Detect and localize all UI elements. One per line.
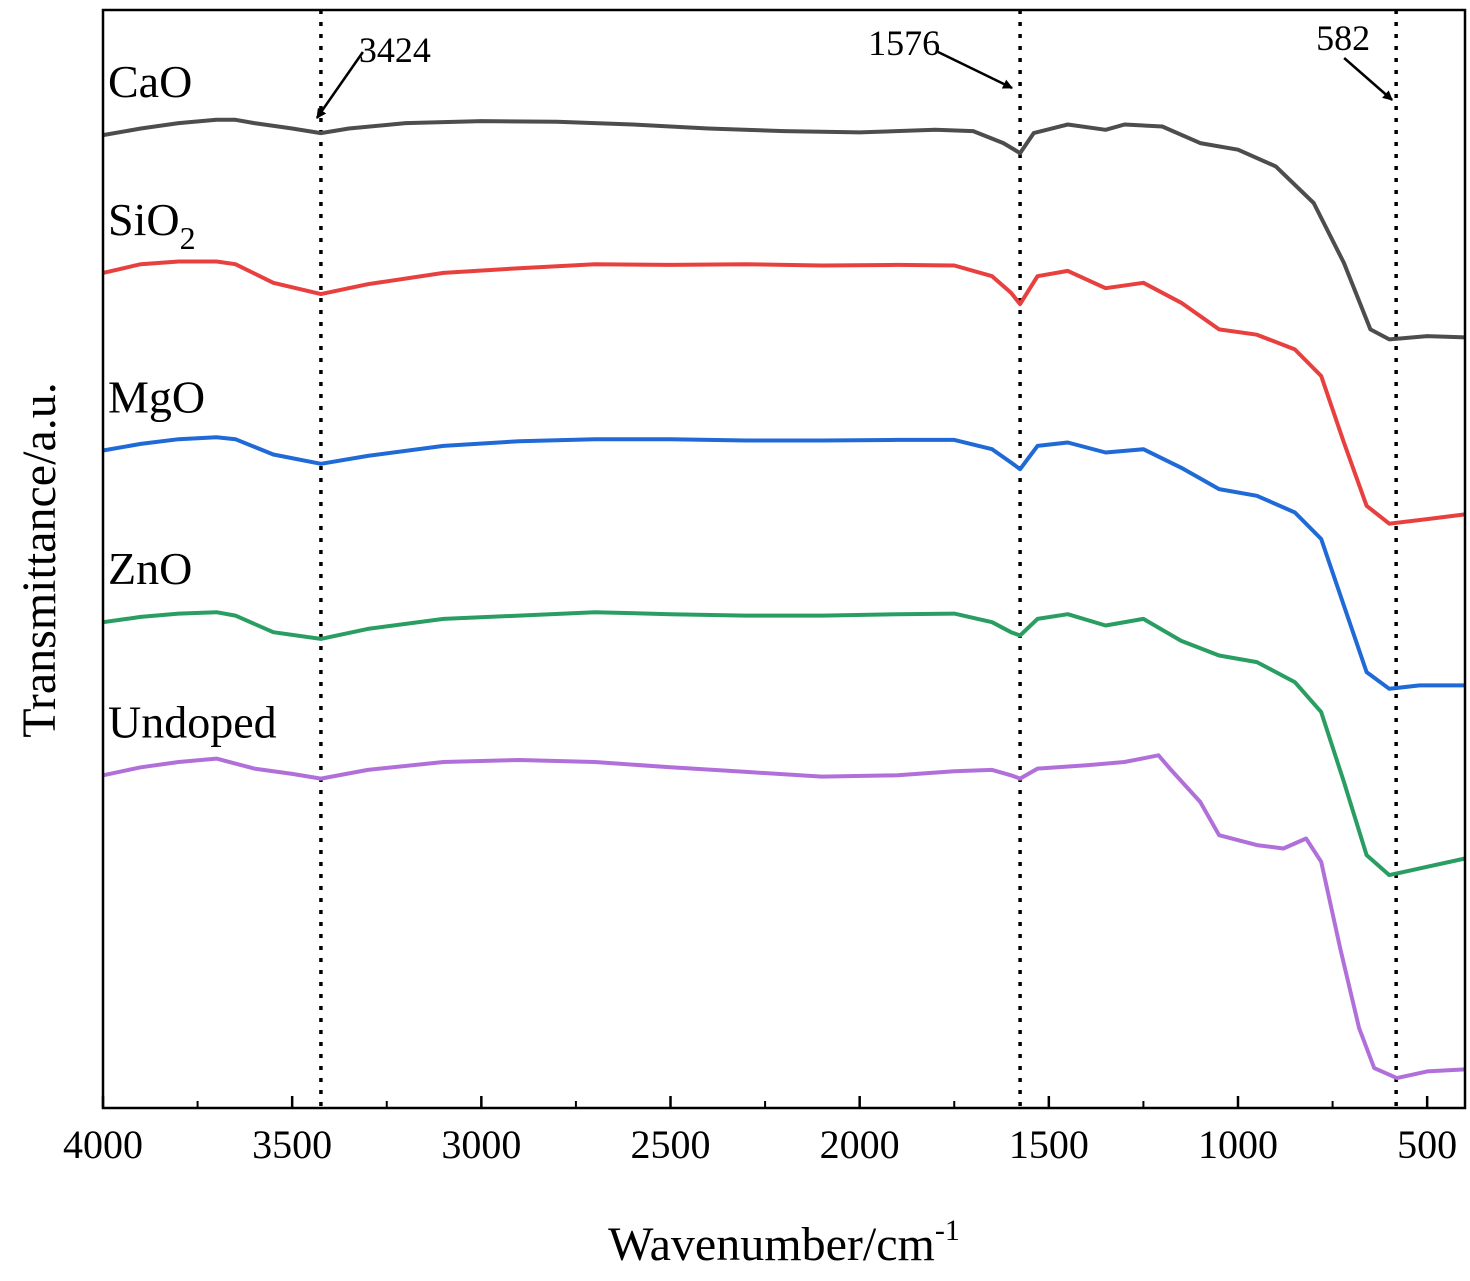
series-label-text: Undoped <box>108 696 277 747</box>
series-label-text: SiO <box>108 194 180 245</box>
plot-frame <box>101 8 1467 1110</box>
series-label-sio2: SiO2 <box>108 194 196 256</box>
series-label-text: MgO <box>108 372 205 423</box>
x-axis-label-superscript: -1 <box>935 1214 960 1247</box>
y-axis-label: Transmittance/a.u. <box>13 382 66 738</box>
x-axis-label-text: Wavenumber/cm <box>608 1218 935 1271</box>
series-label-mgo: MgO <box>108 372 205 423</box>
series-line-cao <box>102 117 1466 342</box>
annotation-arrow-3424 <box>315 51 364 119</box>
x-tick-label-4000: 4000 <box>63 1122 143 1167</box>
x-tick-label-2000: 2000 <box>820 1122 900 1167</box>
series-layer <box>102 117 1466 1081</box>
peak-annotations: 3424 1576 582 <box>315 10 1398 1108</box>
x-tick-label-1000: 1000 <box>1198 1122 1278 1167</box>
x-tick-label-500: 500 <box>1397 1122 1457 1167</box>
x-tick-label-3500: 3500 <box>252 1122 332 1167</box>
annotation-arrow-582 <box>1343 57 1393 101</box>
x-tick-label-1500: 1500 <box>1009 1122 1089 1167</box>
series-line-sio2 <box>102 259 1466 526</box>
annotation-label-3424: 3424 <box>359 30 431 70</box>
x-tick-label-2500: 2500 <box>631 1122 711 1167</box>
series-labels: CaO SiO2 MgO ZnO Undoped <box>108 56 277 747</box>
series-label-undoped: Undoped <box>108 696 277 747</box>
series-label-text: ZnO <box>108 543 192 594</box>
x-axis-label: Wavenumber/cm-1 <box>608 1214 960 1271</box>
x-tick-label-3000: 3000 <box>441 1122 521 1167</box>
series-line-mgo <box>102 435 1465 691</box>
annotation-arrow-1576 <box>937 50 1013 90</box>
series-line-undoped <box>102 753 1466 1081</box>
series-label-text: CaO <box>108 56 192 107</box>
series-label-zno: ZnO <box>108 543 192 594</box>
series-line-zno <box>102 610 1466 878</box>
series-label-cao: CaO <box>108 56 192 107</box>
series-label-subscript: 2 <box>180 220 196 256</box>
annotation-label-1576: 1576 <box>868 23 940 63</box>
annotation-label-582: 582 <box>1316 18 1370 58</box>
x-axis-ticks: 4000 3500 3000 2500 2000 1500 1000 500 <box>63 1096 1457 1167</box>
